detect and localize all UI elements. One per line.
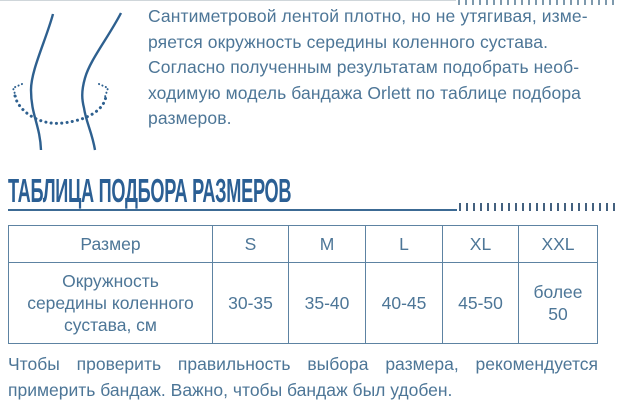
value-size-s: 30-35 — [212, 262, 289, 344]
fitting-recommendation: Чтобы проверить правильность выбора разм… — [8, 351, 598, 403]
header-size-l: L — [365, 225, 443, 263]
top-ruler-line-decoration — [0, 0, 456, 1]
measuring-tape-dotted-line — [13, 94, 108, 125]
knee-measurement-illustration — [11, 12, 123, 151]
text-line: примерить бандаж. Важно, чтобы бандаж бы… — [8, 380, 453, 400]
header-size-label: Размер — [8, 225, 213, 263]
paragraph-measure: Сантиметровой лентой плотно, но не утяги… — [148, 4, 610, 55]
row-label-line: Окружность — [62, 271, 159, 291]
value-size-xxl-text: более 50 — [533, 282, 583, 324]
section-heading: ТАБЛИЦА ПОДБОРА РАЗМЕРОВ — [8, 172, 523, 209]
measurement-instructions: Сантиметровой лентой плотно, но не утяги… — [148, 4, 610, 132]
row-label-circumference: Окружность середины коленного сустава, с… — [8, 262, 213, 344]
text-line: размеров. — [148, 108, 232, 128]
text-line: Сантиметровой лентой плотно, но не утяги… — [148, 6, 588, 26]
value-size-m: 35-40 — [288, 262, 366, 344]
text-line: ряется окружность середины коленного сус… — [148, 31, 549, 52]
table-header-row: Размер S M L XL XXL — [8, 225, 598, 263]
value-size-xl: 45-50 — [442, 262, 519, 344]
heading-ruler-ticks-decoration — [459, 203, 615, 211]
value-size-l: 40-45 — [365, 262, 443, 344]
section-title: ТАБЛИЦА ПОДБОРА РАЗМЕРОВ — [8, 172, 292, 209]
row-label-line: сустава, см — [64, 315, 157, 335]
paragraph-select-model: Согласно полученным результатам подобрат… — [148, 55, 610, 132]
tape-arrow-left — [11, 83, 23, 98]
header-size-s: S — [212, 225, 289, 263]
row-label-line: середины коленного — [27, 293, 194, 313]
table-values-row: Окружность середины коленного сустава, с… — [8, 262, 598, 344]
header-size-xxl: XXL — [518, 225, 598, 263]
text-line: Чтобы проверить правильность выбора разм… — [8, 354, 598, 374]
value-size-xxl: более 50 — [518, 262, 598, 344]
text-line: Согласно полученным результатам подобрат… — [148, 57, 580, 77]
heading-underline — [8, 209, 457, 211]
header-size-xl: XL — [442, 225, 519, 263]
tape-arrow-right — [98, 83, 110, 98]
text-line: ходимую модель бандажа Orlett по таблице… — [148, 82, 582, 103]
header-size-m: M — [288, 225, 366, 263]
size-selection-table: Размер S M L XL XXL Окружность середины … — [8, 225, 598, 344]
top-ruler-ticks-decoration — [458, 0, 616, 5]
